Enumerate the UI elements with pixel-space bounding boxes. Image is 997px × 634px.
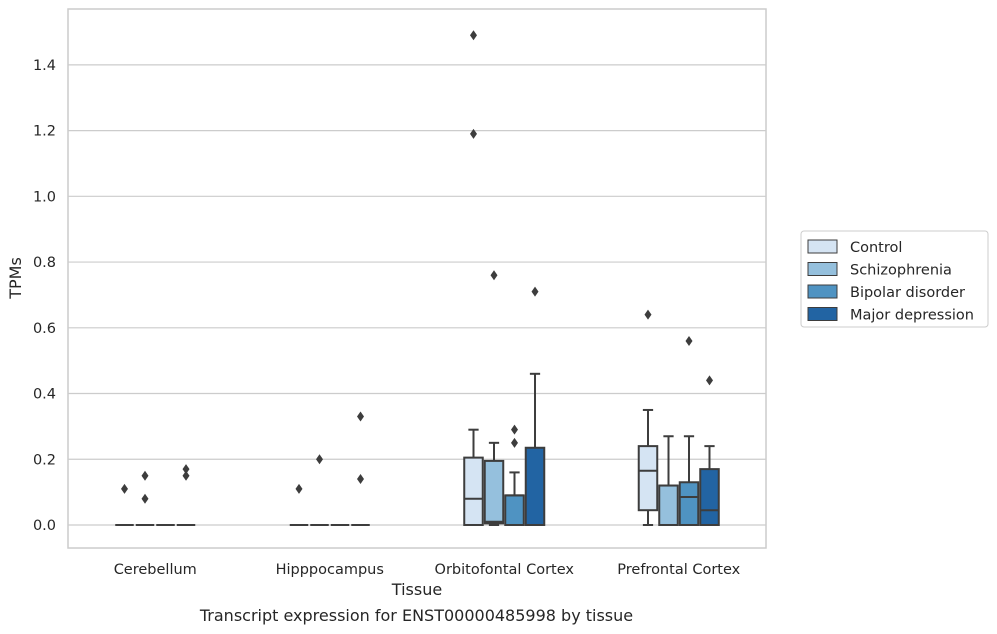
box-bipolar-disorder xyxy=(504,424,525,526)
outlier-point xyxy=(141,470,149,481)
outlier-point xyxy=(511,437,519,448)
outlier-point xyxy=(315,454,323,465)
gridlines xyxy=(68,64,766,526)
box-control xyxy=(637,309,659,526)
y-axis-label: TPMs xyxy=(6,257,25,300)
outlier-point xyxy=(469,128,477,139)
outlier-point xyxy=(295,483,303,494)
outlier-point xyxy=(511,424,519,435)
x-tick-label: Orbitofontal Cortex xyxy=(435,562,575,578)
box-schizophrenia xyxy=(658,435,679,526)
boxes-layer xyxy=(115,30,720,526)
box-major-depression xyxy=(524,286,546,526)
outlier-point xyxy=(120,483,128,494)
legend-swatch xyxy=(807,262,838,276)
legend-swatch xyxy=(807,307,838,321)
outlier-point xyxy=(182,464,190,475)
legend-entry-label: Control xyxy=(850,240,902,256)
outlier-point xyxy=(685,335,693,346)
legend-entry-label: Major depression xyxy=(850,308,974,324)
outlier-point xyxy=(357,411,365,422)
legend: Control Schizophrenia Bipolar disorder Majo… xyxy=(800,230,989,328)
x-tick-label: Hipppocampus xyxy=(276,562,384,578)
outlier-point xyxy=(469,30,477,41)
y-tick-label: 0.2 xyxy=(33,452,56,468)
plot-frame xyxy=(67,8,767,549)
x-tick-labels: Cerebellum Hipppocampus Orbitofontal Corte… xyxy=(114,562,741,578)
y-tick-label: 1.4 xyxy=(33,58,56,74)
box-body xyxy=(658,484,679,526)
box-major-depression xyxy=(699,375,720,526)
x-tick-label: Cerebellum xyxy=(114,562,197,578)
plot-area-background xyxy=(68,9,766,548)
legend-frame xyxy=(800,230,989,328)
box-schizophrenia xyxy=(135,470,155,526)
box-body xyxy=(504,494,525,526)
legend-entry-label: Schizophrenia xyxy=(850,263,952,279)
y-tick-label: 1.2 xyxy=(33,124,56,140)
x-axis-label: Tissue xyxy=(391,580,442,599)
legend-swatch xyxy=(807,284,838,299)
y-tick-label: 0.6 xyxy=(33,321,56,337)
box-control xyxy=(115,483,134,526)
box-major-depression xyxy=(351,411,370,526)
y-tick-label: 0.4 xyxy=(33,387,56,403)
box-plot-chart: 0.0 0.2 0.4 0.6 0.8 1.0 1.2 1.4 Cerebellum Hippp… xyxy=(6,8,989,599)
outlier-point xyxy=(531,286,539,297)
box-control xyxy=(289,483,309,526)
outlier-point xyxy=(182,470,190,481)
box-control xyxy=(463,30,484,526)
outlier-point xyxy=(141,493,149,504)
outlier-point xyxy=(644,309,652,320)
figure-caption: Transcript expression for ENST0000048599… xyxy=(199,606,634,625)
box-body xyxy=(483,459,505,525)
box-body xyxy=(699,468,720,526)
box-major-depression xyxy=(176,464,196,526)
box-body xyxy=(637,445,659,512)
box-body xyxy=(463,456,484,526)
legend-swatch xyxy=(807,239,838,254)
y-tick-label: 0.8 xyxy=(33,255,56,271)
outlier-point xyxy=(490,270,498,281)
box-body xyxy=(678,481,700,526)
y-tick-label: 0.0 xyxy=(33,518,56,534)
box-bipolar-disorder xyxy=(678,335,700,526)
outlier-point xyxy=(357,473,365,484)
legend-entry-label: Bipolar disorder xyxy=(850,285,965,301)
x-tick-label: Prefrontal Cortex xyxy=(617,562,740,578)
box-body xyxy=(524,446,546,526)
y-tick-label: 1.0 xyxy=(33,189,56,205)
box-schizophrenia xyxy=(483,270,505,526)
y-tick-labels: 0.0 0.2 0.4 0.6 0.8 1.0 1.2 1.4 xyxy=(33,58,56,534)
outlier-point xyxy=(706,375,714,386)
box-schizophrenia xyxy=(310,454,329,526)
